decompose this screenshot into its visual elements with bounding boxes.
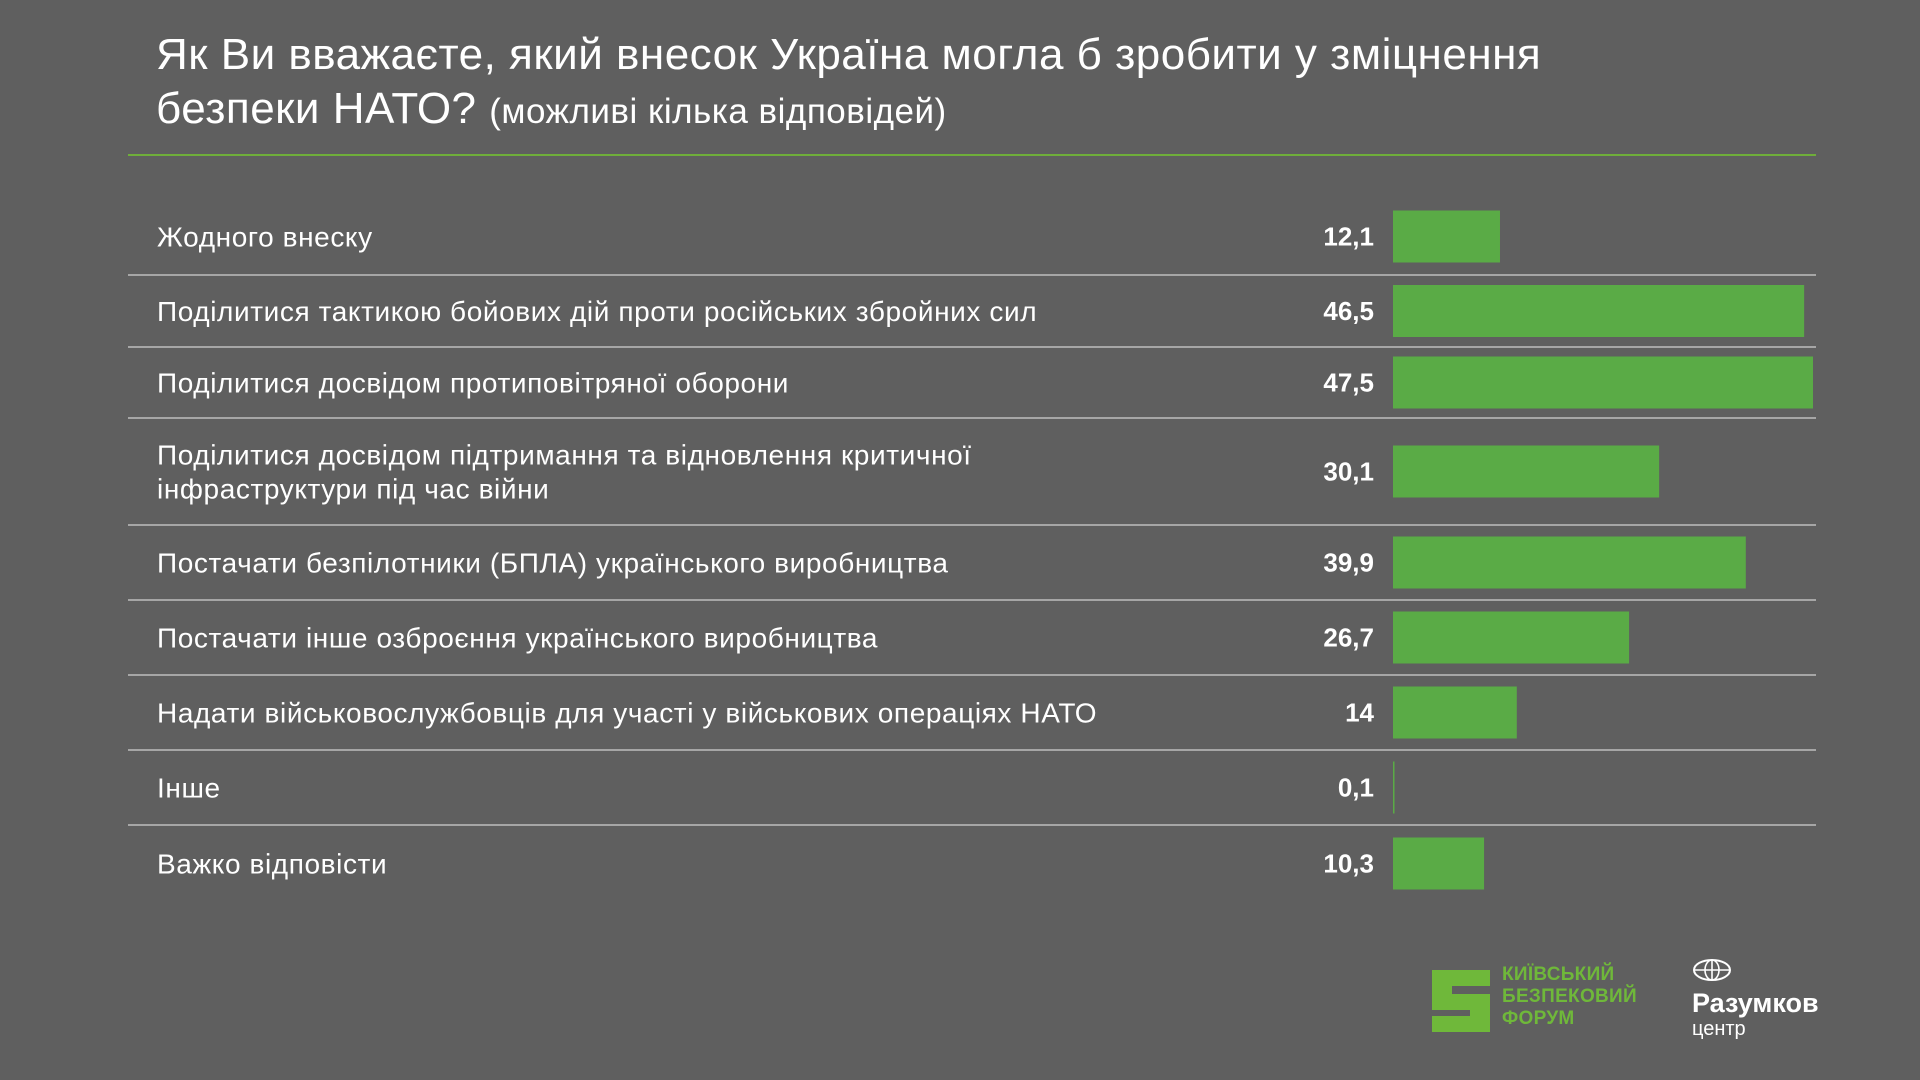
bar-8 bbox=[1393, 837, 1485, 890]
bar-6 bbox=[1393, 686, 1517, 739]
value-label-3: 30,1 bbox=[1323, 457, 1374, 487]
value-label-5: 26,7 bbox=[1323, 623, 1374, 653]
category-label-line: Постачати безпілотники (БПЛА) українсько… bbox=[157, 548, 949, 579]
category-label-line: Поділитися тактикою бойових дій проти ро… bbox=[157, 296, 1037, 327]
razumkov-logo-name: Разумков bbox=[1692, 988, 1819, 1018]
category-label-line: Поділитися досвідом підтримання та відно… bbox=[157, 440, 972, 471]
value-label-4: 39,9 bbox=[1323, 548, 1374, 578]
category-label-line: Важко відповісти bbox=[157, 849, 387, 880]
category-label-1: Поділитися тактикою бойових дій проти ро… bbox=[157, 296, 1037, 327]
category-label-line: Поділитися досвідом протиповітряної обор… bbox=[157, 368, 789, 399]
category-label-line: Постачати інше озброєння українського ви… bbox=[157, 623, 878, 654]
value-label-2: 47,5 bbox=[1323, 368, 1374, 398]
bar-5 bbox=[1393, 611, 1630, 664]
kbf-logo-text: КИЇВСЬКИЙ БЕЗПЕКОВИЙ ФОРУМ bbox=[1502, 964, 1637, 1030]
value-label-7: 0,1 bbox=[1338, 773, 1374, 803]
value-label-0: 12,1 bbox=[1323, 222, 1374, 252]
globe-icon bbox=[1693, 959, 1731, 981]
category-label-5: Постачати інше озброєння українського ви… bbox=[157, 623, 878, 654]
kbf-line-1: КИЇВСЬКИЙ bbox=[1502, 964, 1615, 985]
kbf-line-2: БЕЗПЕКОВИЙ bbox=[1502, 986, 1637, 1007]
category-label-8: Важко відповісти bbox=[157, 849, 387, 880]
razumkov-logo-sub: центр bbox=[1692, 1018, 1746, 1040]
value-label-1: 46,5 bbox=[1323, 296, 1374, 326]
category-label-line: Надати військовослужбовців для участі у … bbox=[157, 698, 1097, 729]
value-label-6: 14 bbox=[1345, 698, 1374, 728]
bar-1 bbox=[1393, 285, 1805, 337]
title-main: Як Ви вважаєте, який внесок Україна могл… bbox=[156, 30, 1542, 133]
category-label-line: Інше bbox=[157, 773, 221, 804]
kbf-line-3: ФОРУМ bbox=[1502, 1008, 1575, 1029]
page-title: Як Ви вважаєте, який внесок Україна могл… bbox=[156, 28, 1656, 139]
category-label-6: Надати військовослужбовців для участі у … bbox=[157, 698, 1097, 729]
kbf-s-icon bbox=[1432, 970, 1490, 1032]
bar-3 bbox=[1393, 445, 1660, 498]
title-divider bbox=[128, 154, 1816, 156]
category-label-line: інфраструктури під час війни bbox=[157, 474, 549, 505]
category-label-3: Поділитися досвідом підтримання та відно… bbox=[157, 440, 972, 505]
category-label-7: Інше bbox=[157, 773, 221, 804]
category-label-line: Жодного внеску bbox=[157, 222, 373, 253]
category-label-2: Поділитися досвідом протиповітряної обор… bbox=[157, 368, 789, 399]
category-label-4: Постачати безпілотники (БПЛА) українсько… bbox=[157, 548, 949, 579]
bar-0 bbox=[1393, 210, 1500, 263]
bar-7 bbox=[1393, 761, 1395, 814]
bar-4 bbox=[1393, 536, 1746, 589]
category-label-0: Жодного внеску bbox=[157, 222, 373, 253]
bar-2 bbox=[1393, 356, 1813, 409]
title-note: (можливі кілька відповідей) bbox=[489, 92, 947, 131]
value-label-8: 10,3 bbox=[1323, 849, 1374, 879]
